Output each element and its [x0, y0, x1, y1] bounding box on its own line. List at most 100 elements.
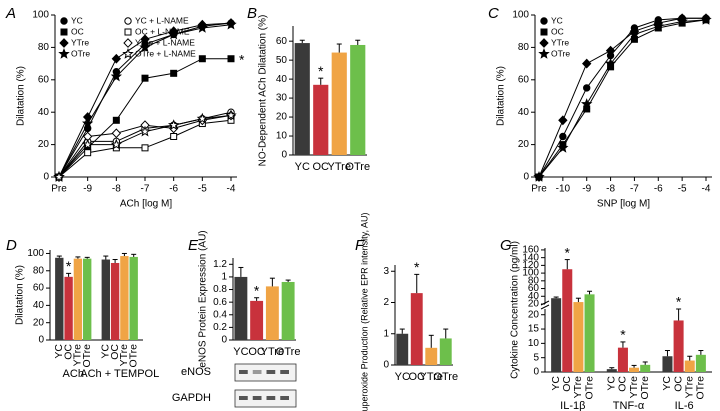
marker: [559, 132, 567, 141]
y-tick-label: 100: [32, 10, 49, 21]
y-tick-label: 20: [38, 139, 50, 150]
blot-label: eNOS: [181, 366, 211, 378]
x-tick-label: OC: [617, 376, 629, 392]
y-tick-label: 2: [383, 297, 389, 308]
blot-band: [266, 396, 276, 400]
x-axis-label: SNP [log M]: [597, 199, 650, 210]
group-label: IL-6: [675, 400, 694, 411]
bar: [695, 354, 706, 372]
blot-band: [280, 370, 289, 374]
marker: [582, 58, 592, 69]
blot-frame: [234, 363, 297, 382]
bar: [129, 256, 138, 340]
marker: [676, 15, 688, 27]
significance: *: [318, 63, 324, 79]
x-tick-label: OC: [62, 344, 74, 360]
y-tick-label: 40: [528, 291, 540, 302]
bar: [331, 52, 347, 155]
x-tick-label: -7: [141, 184, 150, 195]
panel-label: G: [500, 237, 512, 254]
y-tick-label: 0: [383, 360, 389, 371]
bar: [234, 276, 248, 340]
y-tick-label: 0: [281, 150, 287, 161]
legend-label: YC: [551, 15, 563, 25]
marker: [580, 98, 593, 109]
blot-label: GAPDH: [172, 392, 211, 404]
legend-label: YC + L-NAME: [135, 15, 189, 25]
blot-frame: [234, 389, 297, 408]
x-tick-label: YTre: [328, 161, 351, 173]
x-tick-label: -5: [198, 184, 207, 195]
x-tick-label: -7: [630, 184, 639, 195]
y-tick-label: 20: [518, 139, 530, 150]
y-tick-label: 40: [38, 107, 50, 118]
bar: [101, 259, 110, 340]
marker: [82, 117, 94, 129]
y-tick-label: 0.2: [213, 322, 227, 333]
legend-label: OTre + L-NAME: [135, 48, 196, 58]
legend-label: OC: [551, 26, 564, 36]
y-tick-label: 80: [38, 42, 50, 53]
bar: [684, 360, 695, 372]
marker: [111, 53, 122, 64]
y-tick-label: 15: [528, 324, 540, 335]
x-tick-label: YC: [100, 344, 112, 359]
marker: [110, 70, 122, 82]
panel-label: A: [5, 5, 16, 22]
x-tick-label: YC: [295, 161, 310, 173]
y-tick-label: 0: [43, 172, 49, 183]
y-tick-label: 20: [528, 309, 540, 320]
x-tick-label: YC: [395, 371, 410, 383]
series-line: [538, 17, 706, 178]
bar: [617, 347, 628, 372]
bar: [83, 258, 92, 340]
marker: [533, 171, 545, 182]
bar: [281, 281, 295, 340]
y-tick-label: 10: [276, 131, 288, 142]
bar: [120, 256, 129, 340]
y-tick-label: 0: [221, 335, 227, 346]
marker: [652, 20, 664, 32]
legend-marker: [538, 48, 550, 59]
x-tick-label: YC: [53, 344, 65, 359]
blot-band: [239, 396, 248, 400]
marker: [196, 22, 208, 33]
bar: [410, 293, 423, 365]
x-tick-label: YC: [550, 376, 562, 391]
x-axis-label: ACh [log M]: [120, 199, 172, 210]
blot-band: [266, 370, 276, 374]
bar: [294, 43, 310, 155]
bar: [439, 338, 452, 365]
y-tick-label: 0.8: [213, 284, 227, 295]
x-tick-label: OC: [672, 376, 684, 392]
marker: [170, 69, 178, 77]
legend-label: OC + L-NAME: [135, 26, 190, 36]
y-tick-label: 0.6: [213, 297, 227, 308]
y-tick-label: 80: [33, 265, 45, 276]
group-label: IL-1β: [560, 400, 585, 411]
bar: [629, 367, 640, 372]
legend-marker: [124, 17, 132, 25]
x-tick-label: OTre: [639, 376, 651, 400]
y-tick-label: 100: [512, 10, 529, 21]
blot-band: [252, 370, 262, 374]
x-tick-label: -9: [582, 184, 591, 195]
bar: [551, 298, 562, 372]
marker: [225, 109, 237, 121]
significance: *: [254, 282, 260, 298]
bar: [606, 369, 617, 372]
x-tick-label: OC: [109, 344, 121, 360]
y-tick-label: 50: [276, 55, 288, 66]
series-line: [538, 19, 707, 178]
marker: [198, 55, 206, 63]
marker: [558, 115, 568, 126]
significance: *: [239, 51, 245, 67]
x-tick-label: YC: [233, 346, 248, 358]
y-tick-label: 20: [276, 112, 288, 123]
x-tick-label: -5: [678, 184, 687, 195]
legend-marker: [124, 28, 132, 36]
marker: [583, 84, 591, 92]
y-tick-label: 160: [522, 245, 539, 256]
marker: [196, 112, 209, 124]
